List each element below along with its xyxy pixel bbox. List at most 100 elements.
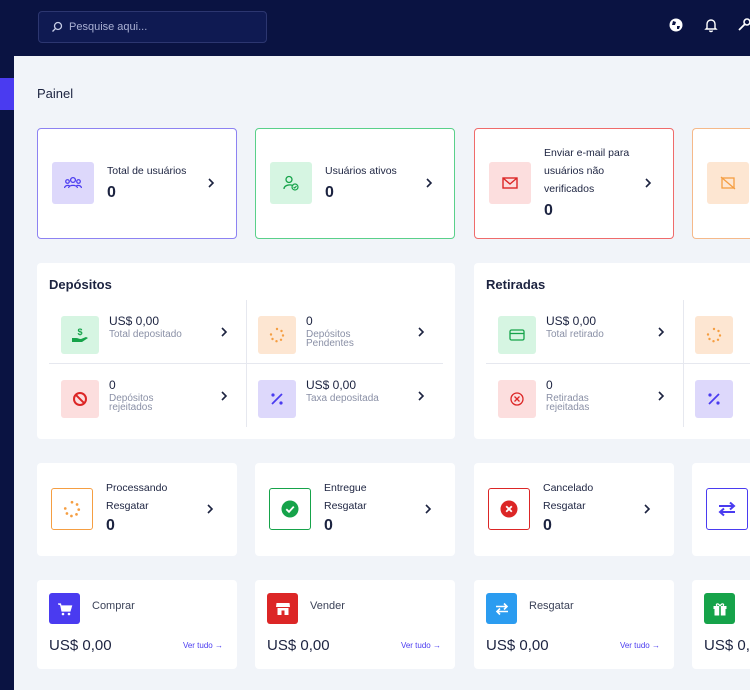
page-title: Painel — [37, 86, 74, 101]
top-bar — [14, 0, 750, 56]
chevron-right-icon — [645, 178, 652, 188]
buy-amount: US$ 0,00 — [49, 637, 112, 654]
view-all-text: Ver tudo — [619, 641, 650, 650]
delivered-redeem-card[interactable]: Entregue Resgatar 0 — [255, 463, 455, 556]
chevron-right-icon — [207, 504, 214, 514]
withdrawal-rejected-item[interactable]: 0 Retiradas rejeitadas — [486, 367, 676, 425]
chevron-right-icon — [221, 327, 228, 337]
redeem-amount: US$ 0,00 — [486, 637, 549, 654]
deposit-pending-value: 0 — [306, 314, 313, 328]
chevron-right-icon — [644, 504, 651, 514]
stat-label: Usuários ativos — [325, 165, 397, 177]
card-line1: Processando — [106, 482, 168, 494]
exchange-icon — [486, 593, 517, 624]
stat-value: 0 — [544, 202, 553, 219]
cancelled-redeem-card[interactable]: Cancelado Resgatar 0 — [474, 463, 674, 556]
mobile-off-icon — [707, 162, 749, 204]
deposit-rejected-label: Depósitos rejeitados — [109, 393, 154, 413]
sell-card: Vender US$ 0,00 Ver tudo → — [255, 580, 455, 669]
search-icon — [52, 21, 63, 32]
stat-label: Enviar e-mail para usuários não verifica… — [544, 147, 630, 195]
withdrawal-pending-item-partial[interactable] — [683, 303, 750, 361]
check-circle-icon — [269, 488, 311, 530]
deposits-title: Depósitos — [49, 277, 112, 292]
sidebar-active-item[interactable] — [0, 78, 14, 110]
arrow-right-icon: → — [215, 641, 223, 650]
buy-label: Comprar — [92, 600, 135, 612]
buy-card: Comprar US$ 0,00 Ver tudo → — [37, 580, 237, 669]
chevron-right-icon — [418, 391, 425, 401]
divider — [49, 363, 443, 364]
stat-card-total-users[interactable]: Total de usuários 0 — [37, 128, 237, 239]
withdrawals-panel: Retiradas US$ 0,00 Total retirado 0 Reti… — [474, 263, 750, 439]
stat-value: 0 — [107, 184, 116, 201]
gift-icon — [704, 593, 735, 624]
stat-card-active-users[interactable]: Usuários ativos 0 — [255, 128, 455, 239]
spinner-icon — [51, 488, 93, 530]
chevron-right-icon — [208, 178, 215, 188]
card-line2: Resgatar — [543, 500, 586, 512]
processing-redeem-card[interactable]: Processando Resgatar 0 — [37, 463, 237, 556]
divider — [486, 363, 750, 364]
withdrawal-fee-item-partial[interactable] — [683, 367, 750, 425]
credit-card-icon — [498, 316, 536, 354]
bell-icon[interactable] — [703, 17, 719, 33]
x-circle-icon — [488, 488, 530, 530]
sidebar — [0, 0, 14, 690]
card-value: 0 — [543, 517, 552, 534]
ban-icon — [61, 380, 99, 418]
view-all-text: Ver tudo — [182, 641, 213, 650]
percent-icon — [695, 380, 733, 418]
card-value: 0 — [106, 517, 115, 534]
sell-amount: US$ 0,00 — [267, 637, 330, 654]
globe-icon[interactable] — [668, 17, 684, 33]
view-all-text: Ver tudo — [400, 641, 431, 650]
chevron-right-icon — [426, 178, 433, 188]
deposit-total-label: Total depositado — [109, 329, 182, 340]
stat-value: 0 — [325, 184, 334, 201]
search-box[interactable] — [38, 11, 267, 43]
deposit-rejected-value: 0 — [109, 378, 116, 392]
card-line2: Resgatar — [106, 500, 149, 512]
arrow-right-icon: → — [652, 641, 660, 650]
card-line2: Resgatar — [324, 500, 367, 512]
withdrawal-total-value: US$ 0,00 — [546, 314, 597, 328]
withdrawal-total-item[interactable]: US$ 0,00 Total retirado — [486, 303, 676, 361]
deposits-panel: Depósitos $ US$ 0,00 Total depositado 0 … — [37, 263, 455, 439]
deposit-pending-item[interactable]: 0 Depósitos Pendentes — [246, 303, 436, 361]
redeem-label: Resgatar — [529, 600, 574, 612]
chevron-right-icon — [221, 391, 228, 401]
withdrawal-total-label: Total retirado — [546, 329, 604, 340]
stat-label: Total de usuários — [107, 165, 187, 177]
deposit-total-value: US$ 0,00 — [109, 314, 160, 328]
deposit-pending-label: Depósitos Pendentes — [306, 329, 354, 349]
deposit-fee-label: Taxa depositada — [306, 393, 379, 404]
redeem-card: Resgatar US$ 0,00 Ver tudo → — [474, 580, 674, 669]
chevron-right-icon — [658, 327, 665, 337]
deposit-fee-item[interactable]: US$ 0,00 Taxa depositada — [246, 367, 436, 425]
spinner-icon — [695, 316, 733, 354]
spinner-icon — [258, 316, 296, 354]
sell-view-all-link[interactable]: Ver tudo → — [401, 641, 441, 650]
exchange-card-partial[interactable] — [692, 463, 750, 556]
search-input[interactable] — [69, 21, 259, 33]
sell-label: Vender — [310, 600, 345, 612]
stat-card-partial[interactable] — [692, 128, 750, 239]
stat-card-email-unverified[interactable]: Enviar e-mail para usuários não verifica… — [474, 128, 674, 239]
withdrawals-title: Retiradas — [486, 277, 546, 292]
card-line1: Cancelado — [543, 482, 594, 494]
store-icon — [267, 593, 298, 624]
wrench-icon[interactable] — [736, 17, 750, 33]
withdrawal-rejected-value: 0 — [546, 378, 553, 392]
percent-icon — [258, 380, 296, 418]
x-circle-icon — [498, 380, 536, 418]
deposit-total-item[interactable]: $ US$ 0,00 Total depositado — [49, 303, 239, 361]
deposit-fee-value: US$ 0,00 — [306, 378, 357, 392]
deposit-rejected-item[interactable]: 0 Depósitos rejeitados — [49, 367, 239, 425]
redeem-view-all-link[interactable]: Ver tudo → — [620, 641, 660, 650]
users-icon — [52, 162, 94, 204]
cart-icon — [49, 593, 80, 624]
card-value: 0 — [324, 517, 333, 534]
buy-view-all-link[interactable]: Ver tudo → — [183, 641, 223, 650]
chevron-right-icon — [658, 391, 665, 401]
